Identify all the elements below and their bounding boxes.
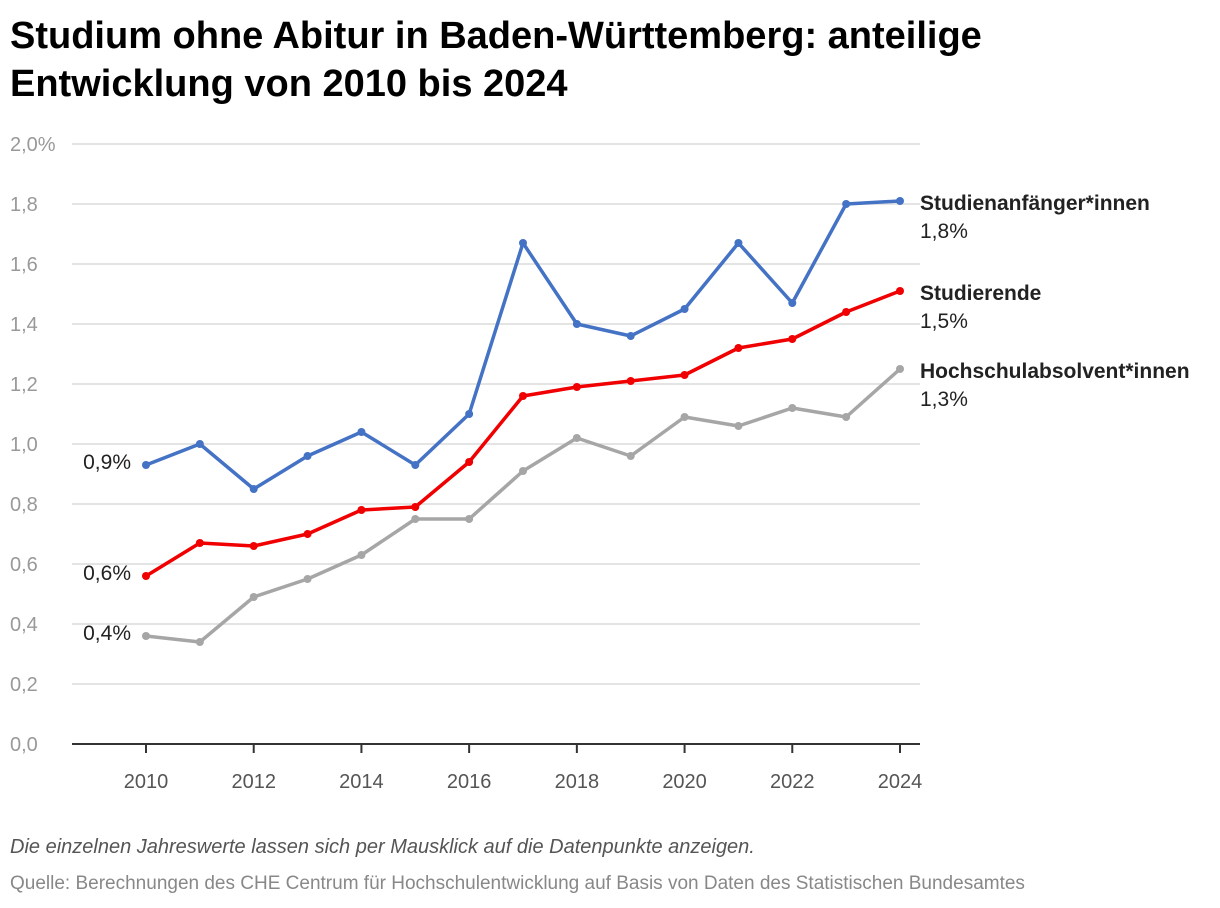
data-point: [357, 428, 366, 436]
data-point: [303, 452, 312, 460]
series-name-label: Studierende: [920, 282, 1041, 305]
y-tick-label: 1,0: [10, 434, 38, 456]
x-tick-label: 2010: [124, 771, 169, 793]
data-point: [896, 287, 904, 295]
data-point: [842, 200, 851, 208]
data-point: [357, 551, 366, 559]
source-note: Quelle: Berechnungen des CHE Centrum für…: [10, 873, 1025, 894]
data-point: [572, 434, 581, 442]
data-point: [572, 383, 581, 391]
y-tick-label: 1,2: [10, 374, 38, 396]
data-point: [734, 422, 743, 430]
y-tick-label: 0,8: [10, 494, 38, 516]
data-point: [195, 440, 204, 448]
data-point: [142, 632, 150, 640]
y-tick-label: 2,0%: [10, 134, 56, 156]
x-tick-label: 2014: [339, 771, 384, 793]
data-point: [680, 413, 689, 421]
data-point: [465, 458, 474, 466]
series-name-label: Studienanfänger*innen: [920, 192, 1150, 215]
data-point: [788, 335, 797, 343]
y-tick-label: 1,6: [10, 254, 38, 276]
data-point: [519, 239, 527, 247]
data-point: [788, 299, 797, 307]
data-point: [195, 638, 204, 646]
data-point: [249, 485, 258, 493]
series-end-label: 1,5%: [920, 310, 968, 333]
x-tick-label: 2020: [662, 771, 707, 793]
data-point: [680, 371, 689, 379]
data-point: [896, 365, 904, 373]
y-tick-label: 1,4: [10, 314, 38, 336]
x-tick-label: 2012: [231, 771, 276, 793]
data-point: [572, 320, 581, 328]
series-line-2: [144, 367, 902, 644]
data-point: [626, 377, 635, 385]
line-chart: 0,00,20,40,60,81,01,21,41,61,82,0% 2010 2…: [10, 134, 1190, 793]
data-point: [788, 404, 797, 412]
grid-lines: [72, 143, 920, 685]
y-tick-label: 0,0: [10, 734, 38, 756]
y-tick-label: 0,6: [10, 554, 38, 576]
data-point: [842, 413, 851, 421]
data-point: [465, 515, 474, 523]
data-point: [303, 530, 312, 538]
data-point: [411, 515, 420, 523]
y-tick-label: 0,4: [10, 614, 38, 636]
series-lines: [144, 199, 902, 644]
footnote: Die einzelnen Jahreswerte lassen sich pe…: [10, 836, 755, 858]
x-axis: 2010 2012 2014 2016 2018 2020 2022 2024: [72, 743, 923, 793]
data-point: [842, 308, 851, 316]
data-point: [142, 461, 150, 469]
data-point: [411, 461, 420, 469]
series-start-label: 0,6%: [83, 562, 131, 585]
series-labels: 0,9% Studienanfänger*innen 1,8% 0,6% Studier…: [83, 192, 1189, 645]
data-point: [626, 452, 635, 460]
series-name-label: Hochschulabsolvent*innen: [920, 360, 1190, 383]
x-tick-label: 2018: [555, 771, 600, 793]
data-point: [195, 539, 204, 547]
data-point: [357, 506, 366, 514]
series-line-1: [144, 289, 902, 578]
y-tick-label: 1,8: [10, 194, 38, 216]
data-point: [411, 503, 420, 511]
data-point: [734, 239, 743, 247]
series-end-label: 1,8%: [920, 220, 968, 243]
data-point: [680, 305, 689, 313]
data-point: [734, 344, 743, 352]
series-start-label: 0,4%: [83, 622, 131, 645]
y-tick-label: 0,2: [10, 674, 38, 696]
data-point: [142, 572, 150, 580]
chart-title: Studium ohne Abitur in Baden-Württemberg…: [10, 15, 982, 105]
series-start-label: 0,9%: [83, 451, 131, 474]
x-tick-label: 2024: [878, 771, 923, 793]
data-point: [519, 467, 527, 475]
x-tick-label: 2016: [447, 771, 492, 793]
y-axis-ticks: 0,0 0,2 0,4 0,6 0,8 1,0 1,2 1,4 1,6 1,8 2,0%: [10, 134, 56, 756]
data-point: [519, 392, 527, 400]
data-point: [249, 542, 258, 550]
data-point: [626, 332, 635, 340]
series-end-label: 1,3%: [920, 388, 968, 411]
x-tick-label: 2022: [770, 771, 815, 793]
data-point: [465, 410, 474, 418]
data-point: [249, 593, 258, 601]
data-points: [142, 197, 904, 646]
data-point: [896, 197, 904, 205]
data-point: [303, 575, 312, 583]
